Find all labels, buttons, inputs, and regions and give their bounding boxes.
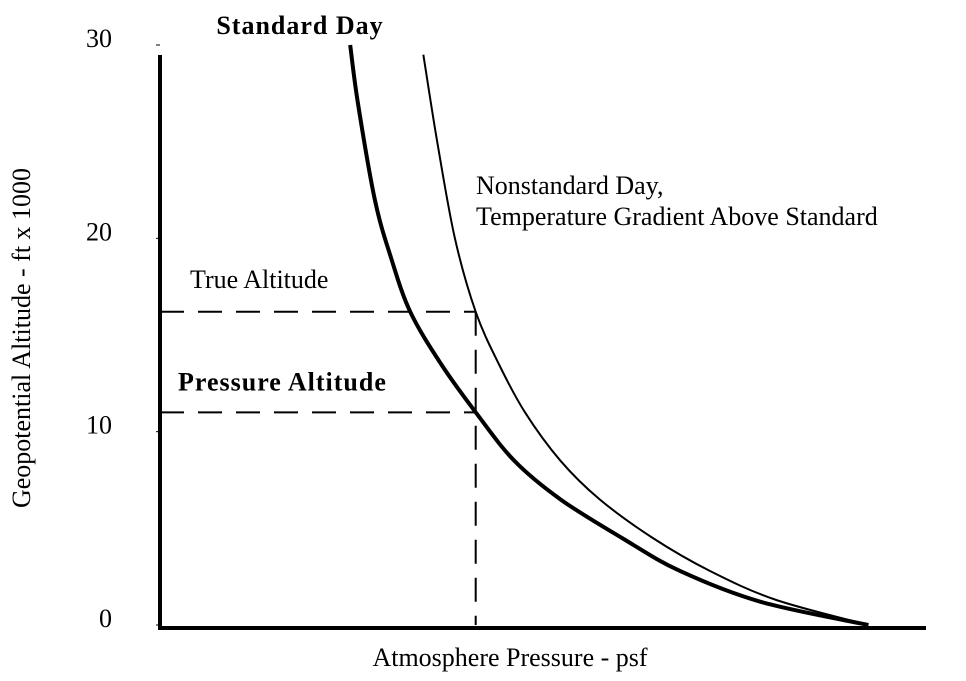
y-tick-label: 10 [86,411,112,440]
curve [348,44,869,627]
chart-title: Standard Day [216,11,383,40]
y-tick-label: 20 [86,217,112,246]
annotation: Nonstandard Day, [476,171,663,200]
y-axis-label: Geopotential Altitude - ft x 1000 [7,168,36,508]
curve [422,54,869,626]
x-axis-label: Atmosphere Pressure - psf [372,643,647,672]
y-tick-label: 0 [99,604,112,633]
pressure-altitude-label: Pressure Altitude [178,367,387,396]
y-tick-label: 30 [86,24,112,53]
true-altitude-label: True Altitude [190,265,328,294]
annotation: Temperature Gradient Above Standard [476,202,878,231]
